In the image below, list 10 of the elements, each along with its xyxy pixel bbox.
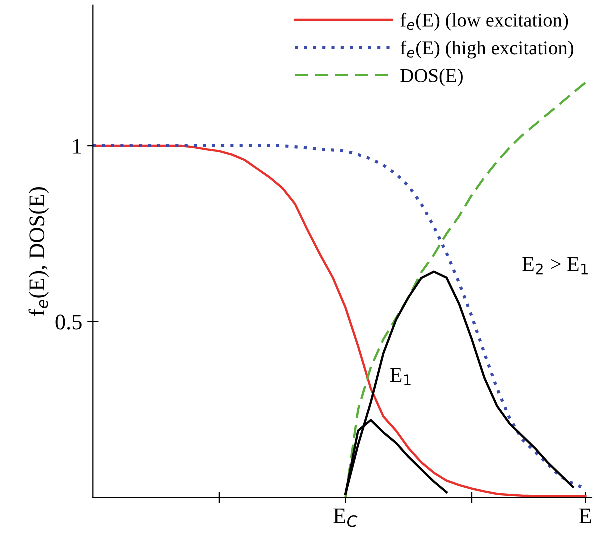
legend-label: DOS(E) (400, 68, 463, 86)
y-tick-label: 0.5 (56, 314, 82, 330)
x-tick-label: E$_{C}$ (334, 508, 358, 528)
y-axis-title: f$_{e}$(E), DOS(E) (28, 187, 50, 316)
annotation: E$_{1}$ (390, 368, 411, 386)
legend-label: f$_{e}$(E) (high excitation) (400, 40, 574, 59)
legend-label: f$_{e}$(E) (low excitation) (400, 13, 568, 31)
annotation: E$_{2}$ > E$_{1}$ (522, 258, 588, 275)
x-tick-label: E (580, 508, 592, 524)
y-tick-label: 1 (74, 139, 82, 154)
